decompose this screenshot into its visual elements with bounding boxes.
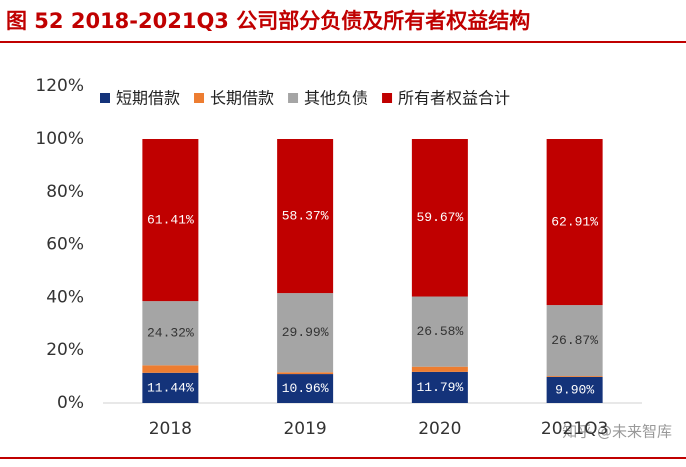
legend-label: 长期借款 — [210, 89, 274, 108]
bar-segment — [546, 305, 603, 377]
value-label: 11.44% — [147, 380, 194, 395]
value-label: 61.41% — [147, 212, 194, 227]
bar-segment — [142, 139, 199, 302]
y-tick-label: 100% — [35, 129, 84, 149]
y-tick-label: 120% — [35, 76, 84, 96]
bar-segment — [277, 293, 334, 373]
bar-segment — [411, 371, 468, 403]
value-label: 9.90% — [555, 382, 594, 397]
value-label: 10.96% — [282, 381, 329, 396]
x-tick-label: 2019 — [283, 419, 326, 439]
legend-label: 其他负债 — [304, 89, 368, 108]
bottom-rule — [0, 457, 686, 459]
y-tick-label: 80% — [46, 182, 84, 202]
bar-segment — [411, 139, 468, 297]
bar-segment — [546, 376, 603, 377]
value-label: 59.67% — [416, 210, 463, 225]
bar-segment — [277, 372, 334, 375]
value-label: 58.37% — [282, 208, 329, 223]
watermark: 知乎 @未来智库 — [562, 423, 672, 441]
y-tick-label: 40% — [46, 287, 84, 307]
chart-title: 图 52 2018-2021Q3 公司部分负债及所有者权益结构 — [6, 9, 530, 33]
y-tick-label: 20% — [46, 340, 84, 360]
bar-segment — [546, 376, 603, 403]
y-tick-label: 60% — [46, 235, 84, 255]
value-label: 26.58% — [416, 324, 463, 339]
legend-swatch — [382, 93, 393, 103]
x-tick-label: 2018 — [149, 419, 192, 439]
value-label: 26.87% — [551, 333, 598, 348]
value-label: 24.32% — [147, 326, 194, 341]
bar-segment — [277, 139, 334, 294]
y-tick-label: 0% — [57, 393, 84, 413]
legend-label: 短期借款 — [116, 89, 180, 108]
value-label: 11.79% — [416, 380, 463, 395]
x-tick-label: 2021Q3 — [541, 419, 608, 439]
bar-segment — [142, 301, 199, 366]
title-rule — [0, 41, 686, 43]
x-tick-label: 2020 — [418, 419, 461, 439]
bar-segment — [142, 365, 199, 373]
bar-segment — [411, 296, 468, 367]
value-label: 29.99% — [282, 325, 329, 340]
legend-swatch — [100, 93, 110, 103]
value-label: 62.91% — [551, 214, 598, 229]
bar-segment — [546, 139, 603, 306]
legend-label: 所有者权益合计 — [398, 89, 510, 108]
bar-segment — [277, 374, 334, 403]
bar-segment — [142, 372, 199, 403]
bar-segment — [411, 366, 468, 372]
legend-swatch — [194, 93, 205, 103]
legend-swatch — [288, 93, 299, 103]
